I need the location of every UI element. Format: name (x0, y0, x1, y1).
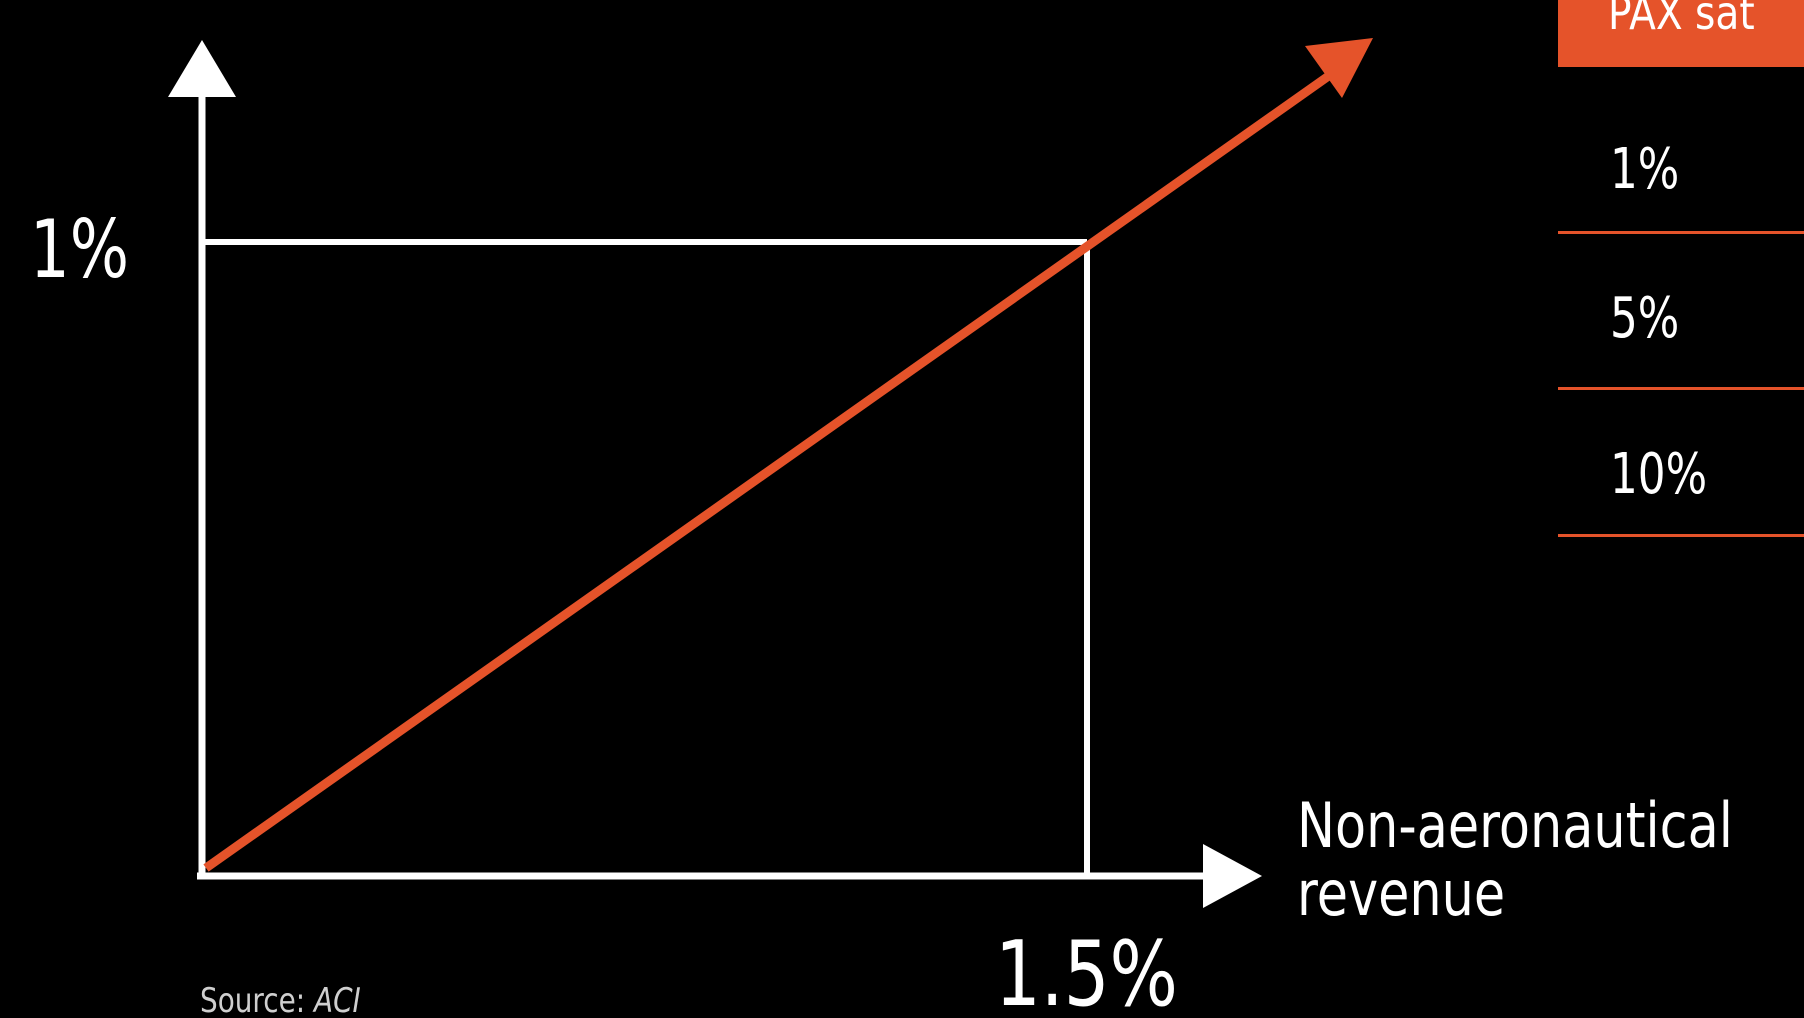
table-row: 5% (1558, 234, 1804, 390)
x-axis-title-line-2: revenue (1297, 857, 1506, 931)
x-axis-title-line-1: Non-aeronautical (1297, 789, 1733, 862)
table-header-label: PAX sat (1608, 0, 1755, 40)
x-axis-title: Non-aeronautical revenue (1297, 789, 1733, 931)
table-row: 1% (1558, 67, 1804, 234)
table-cell: 10% (1610, 442, 1708, 507)
y-value-label: 1% (30, 203, 129, 296)
table-cell: 1% (1610, 137, 1680, 202)
table-row: 10% (1558, 390, 1804, 537)
trend-line (203, 71, 1333, 872)
table-cell: 5% (1610, 286, 1680, 351)
source-prefix: Source: (200, 981, 315, 1018)
trend-arrowhead (1305, 38, 1373, 98)
source-name: ACI (314, 981, 361, 1018)
x-axis-arrowhead (1203, 844, 1262, 908)
x-value-label: 1.5% (995, 922, 1178, 1018)
y-axis-arrowhead (168, 40, 236, 97)
source-note: Source: ACI (200, 984, 361, 1018)
table-header: PAX sat (1558, 0, 1804, 67)
